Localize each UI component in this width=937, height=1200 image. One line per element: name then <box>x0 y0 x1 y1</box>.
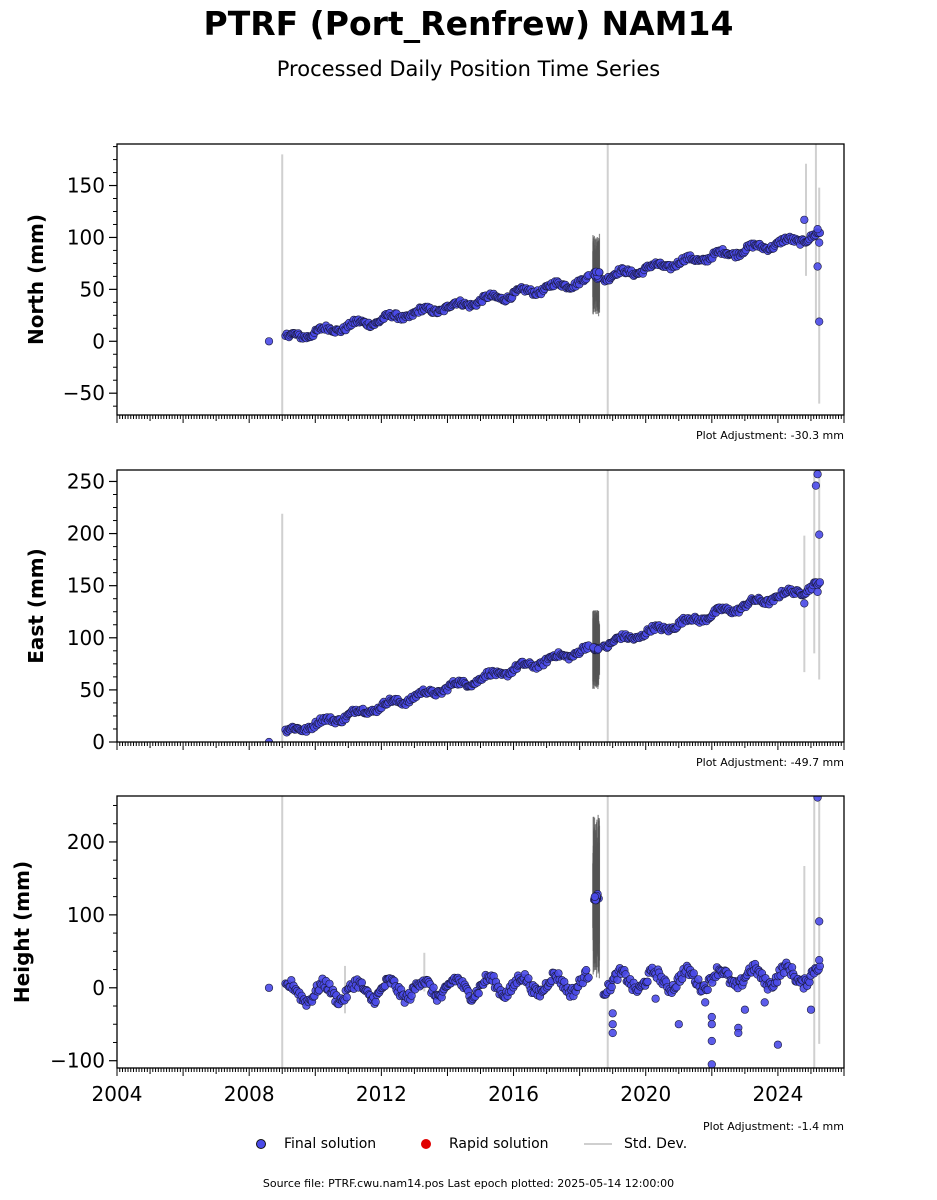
panel-1: −50 0 50 100 150 North (mm) Plot Adjustment: -… <box>24 143 845 442</box>
data-point <box>707 1020 716 1029</box>
data-point <box>815 955 824 965</box>
x-tick-label: 2012 <box>356 1082 407 1106</box>
legend-stddev-line <box>584 1143 612 1145</box>
x-tick-label: 2016 <box>488 1082 539 1106</box>
data-point <box>264 737 274 742</box>
y-axis-label: Height (mm) <box>10 861 34 1003</box>
data-point <box>325 979 334 988</box>
data-point <box>760 998 769 1007</box>
data-point <box>703 985 712 995</box>
legend-final-label: Final solution <box>284 1136 377 1152</box>
source-footer: Source file: PTRF.cwu.nam14.pos Last epo… <box>262 1177 675 1190</box>
data-point <box>674 1020 683 1029</box>
data-point <box>342 993 351 1002</box>
y-tick-label: 200 <box>67 522 105 546</box>
data-point <box>608 1020 617 1029</box>
y-tick-label: 0 <box>92 976 105 1000</box>
data-point <box>590 892 599 901</box>
y-axis-label: North (mm) <box>24 214 48 345</box>
data-point <box>815 917 824 926</box>
data-point <box>474 989 483 998</box>
y-tick-label: 50 <box>80 277 105 301</box>
x-tick-label: 2020 <box>620 1082 671 1106</box>
legend-rapid: Rapid solution <box>421 1136 549 1152</box>
data-point <box>800 599 809 608</box>
y-tick-label: −50 <box>63 381 105 405</box>
data-point <box>613 975 622 985</box>
data-point <box>429 983 438 992</box>
plot-area <box>264 796 825 1068</box>
panel-2: 0 50 100 150 200 250 East (mm) Plot Adjustment:… <box>24 469 845 769</box>
data-point <box>407 991 416 1000</box>
data-point <box>815 238 824 247</box>
data-point <box>707 1060 716 1068</box>
y-tick-label: −100 <box>50 1049 105 1073</box>
plot-adjustment: Plot Adjustment: -49.7 mm <box>696 756 844 769</box>
legend-final-marker <box>256 1139 266 1149</box>
data-point <box>813 262 822 271</box>
data-point <box>813 470 822 479</box>
y-tick-label: 100 <box>67 903 105 927</box>
y-tick-label: 100 <box>67 225 105 249</box>
plot-area <box>264 470 825 742</box>
plot-area <box>264 144 825 415</box>
data-point <box>740 1005 750 1014</box>
y-tick-label: 150 <box>67 174 105 198</box>
data-point <box>694 975 703 984</box>
y-tick-label: 100 <box>67 626 105 650</box>
data-point <box>593 645 603 654</box>
y-tick-label: 150 <box>67 574 105 598</box>
data-point <box>607 982 616 992</box>
data-point <box>707 1036 716 1046</box>
data-point <box>800 215 809 224</box>
data-point <box>815 317 824 326</box>
data-point <box>815 530 824 539</box>
data-point <box>773 1040 783 1049</box>
legend-stddev-label: Std. Dev. <box>624 1136 688 1152</box>
data-point <box>689 969 698 978</box>
chart-subtitle: Processed Daily Position Time Series <box>276 57 661 81</box>
data-point <box>734 1028 743 1038</box>
data-point <box>582 965 591 975</box>
legend-final: Final solution <box>256 1136 376 1152</box>
y-tick-label: 0 <box>92 730 105 754</box>
data-point <box>584 973 593 982</box>
panel-3: −100 0 100 200 2004 2008 2012 2016 2020 2024 Heigh… <box>10 795 845 1133</box>
data-point <box>811 481 821 490</box>
data-point <box>371 997 380 1006</box>
data-point <box>651 994 660 1003</box>
y-axis-label: East (mm) <box>24 548 48 664</box>
data-point <box>701 998 710 1007</box>
legend: Final solution Rapid solution Std. Dev. <box>0 1136 937 1158</box>
y-tick-label: 50 <box>80 678 105 702</box>
data-point <box>643 977 652 986</box>
data-point <box>707 1012 716 1022</box>
data-point <box>815 578 825 587</box>
plot-adjustment: Plot Adjustment: -1.4 mm <box>703 1120 844 1133</box>
x-tick-label: 2024 <box>752 1082 803 1106</box>
legend-stddev: Std. Dev. <box>584 1136 687 1152</box>
x-tick-label: 2008 <box>224 1082 275 1106</box>
panel-frame <box>116 143 845 416</box>
data-point <box>813 587 822 597</box>
data-point <box>264 337 274 346</box>
data-point <box>264 983 274 992</box>
data-point <box>608 1009 617 1018</box>
y-tick-label: 200 <box>67 830 105 854</box>
data-point <box>813 796 822 802</box>
legend-rapid-label: Rapid solution <box>449 1136 549 1152</box>
data-point <box>806 1005 816 1014</box>
data-point <box>524 974 533 983</box>
data-point <box>595 268 604 277</box>
chart-title: PTRF (Port_Renfrew) NAM14 <box>203 4 734 43</box>
y-tick-label: 250 <box>67 469 105 493</box>
plot-adjustment: Plot Adjustment: -30.3 mm <box>696 429 844 442</box>
data-point <box>813 225 822 234</box>
y-tick-label: 0 <box>92 329 105 353</box>
legend-rapid-marker <box>421 1139 431 1149</box>
x-tick-label: 2004 <box>92 1082 143 1106</box>
data-point <box>608 1028 617 1038</box>
